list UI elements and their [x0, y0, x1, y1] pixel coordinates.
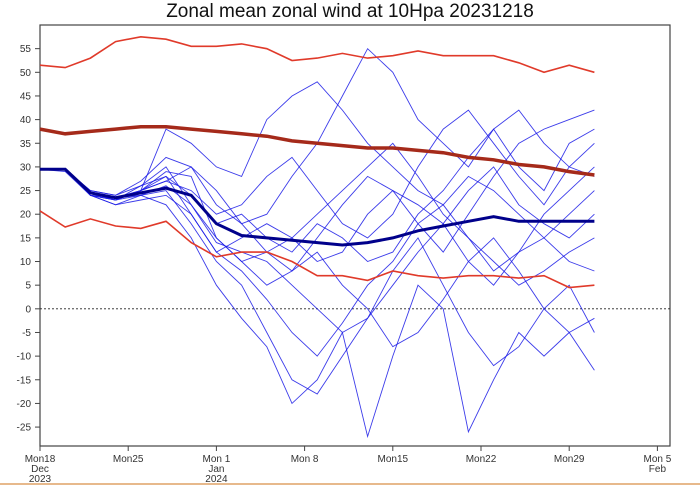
- climate-max-line: [39, 35, 595, 74]
- climate-min-line: [39, 210, 595, 289]
- y-tick-label: 15: [20, 233, 32, 244]
- y-tick-label: -5: [22, 328, 31, 339]
- x-tick-label: Mon15: [378, 454, 409, 465]
- bottom-border: [0, 483, 700, 485]
- x-tick-label: Mon29: [554, 454, 585, 465]
- x-tick-label: Mon 1: [203, 454, 231, 465]
- plot-frame: [39, 24, 671, 447]
- x-tick-label: Mon22: [466, 454, 497, 465]
- ensemble-mean-line: [40, 167, 595, 247]
- x-tick-label: Dec: [31, 464, 49, 475]
- y-tick-label: 40: [20, 115, 32, 126]
- y-tick-label: 50: [20, 68, 32, 79]
- ensemble-member-line: [40, 128, 595, 263]
- y-tick-label: -15: [17, 375, 32, 386]
- y-tick-label: 5: [25, 281, 31, 292]
- ensemble-member-line: [40, 168, 595, 348]
- y-tick-label: 0: [25, 304, 31, 315]
- x-tick-label: Mon25: [113, 454, 144, 465]
- y-tick-label: -20: [17, 399, 32, 410]
- y-tick-label: 55: [20, 44, 32, 55]
- x-tick-label: Mon 5: [644, 454, 672, 465]
- x-tick-label: Jan: [208, 464, 224, 475]
- y-tick-label: 30: [20, 162, 32, 173]
- y-tick-label: -25: [17, 423, 32, 434]
- x-tick-label: Mon18: [25, 454, 56, 465]
- y-tick-label: 20: [20, 210, 32, 221]
- x-tick-label: Mon 8: [291, 454, 319, 465]
- y-tick-label: -10: [17, 352, 32, 363]
- climate-mean-line: [39, 124, 595, 177]
- y-tick-label: 10: [20, 257, 32, 268]
- y-tick-label: 45: [20, 91, 32, 102]
- ensemble-member-line: [39, 166, 595, 357]
- x-tick-label: 2024: [205, 474, 228, 485]
- ensemble-member-line: [40, 166, 595, 263]
- x-tick-label: Feb: [649, 464, 667, 475]
- y-tick-label: 35: [20, 139, 32, 150]
- chart-title: Zonal mean zonal wind at 10Hpa 20231218: [166, 1, 534, 22]
- ensemble-member-line: [40, 166, 595, 334]
- y-tick-label: 25: [20, 186, 32, 197]
- ensemble-member-line: [40, 168, 595, 395]
- x-tick-label: 2023: [29, 474, 52, 485]
- ensemble-member-line: [40, 168, 595, 439]
